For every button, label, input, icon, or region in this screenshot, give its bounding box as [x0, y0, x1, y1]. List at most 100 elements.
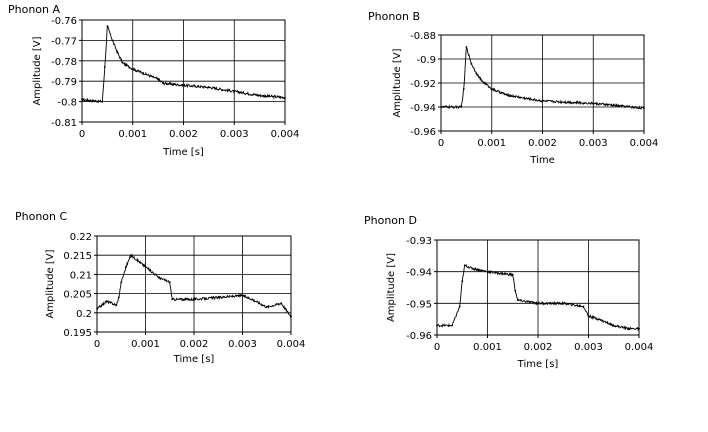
data-point [617, 104, 620, 107]
x-tick-label: 0.004 [277, 339, 306, 350]
data-point [96, 308, 98, 310]
data-point [514, 289, 517, 292]
data-point [480, 79, 483, 82]
y-tick-label: 0.21 [70, 270, 92, 281]
data-point [440, 106, 442, 108]
x-tick-label: 0.003 [220, 129, 249, 140]
data-point [115, 304, 118, 306]
data-point [471, 267, 474, 270]
y-tick-label: -0.94 [410, 103, 436, 114]
y-tick-label: 0.2 [76, 309, 92, 320]
data-point [101, 100, 104, 103]
data-point [486, 270, 489, 273]
x-axis-label: Time [s] [162, 147, 204, 158]
x-tick-label: 0 [438, 138, 444, 149]
y-tick-label: -0.96 [406, 331, 432, 342]
data-point [193, 298, 195, 301]
x-tick-label: 0 [94, 339, 100, 350]
y-tick-label: -0.88 [410, 31, 436, 42]
y-tick-label: -0.8 [57, 98, 77, 109]
x-tick-label: 0.004 [625, 342, 654, 353]
data-point [116, 51, 119, 54]
data-point [105, 300, 108, 303]
data-point [638, 327, 640, 330]
x-axis-label: Time [s] [173, 354, 215, 365]
data-point [171, 298, 174, 301]
y-axis-label: Amplitude [V] [386, 253, 397, 322]
data-point [643, 107, 645, 110]
data-point [130, 254, 132, 257]
data-point [241, 294, 244, 297]
y-tick-label: -0.92 [410, 79, 436, 90]
y-tick-label: -0.78 [51, 57, 77, 68]
data-point [121, 61, 124, 64]
chart-panel-1: Phonon A 0 0.001 0.002 0.003 0.004 -0.76 -0.77 -… [8, 3, 299, 158]
data-point [233, 90, 236, 93]
data-point [587, 315, 590, 317]
data-point [290, 315, 292, 318]
x-tick-label: 0.002 [169, 129, 198, 140]
x-axis-label: Time [s] [517, 359, 559, 370]
data-point [284, 96, 286, 99]
data-point [162, 82, 165, 85]
data-point [251, 298, 254, 301]
data-point [462, 88, 465, 90]
chart-title: Phonon C [15, 210, 68, 223]
y-tick-label: -0.76 [51, 16, 77, 27]
y-tick-label: -0.81 [51, 118, 77, 129]
data-point [628, 327, 630, 330]
y-tick-label: 0.205 [63, 290, 92, 301]
data-point [111, 39, 114, 42]
chart-title: Phonon D [364, 214, 417, 227]
chart-panel-3: Phonon C 0 0.001 0.002 0.003 0.004 0.22 0.215 0.… [15, 210, 305, 365]
y-tick-label: -0.93 [406, 236, 432, 247]
data-point [475, 72, 478, 75]
data-point [562, 302, 565, 305]
data-point [463, 264, 466, 267]
data-point [280, 302, 283, 305]
data-point [182, 84, 185, 87]
data-point [103, 66, 106, 68]
x-tick-label: 0.001 [473, 342, 502, 353]
y-axis-label: Amplitude [V] [45, 249, 56, 318]
data-point [106, 25, 109, 27]
data-point [526, 97, 529, 100]
data-point [597, 318, 600, 321]
y-tick-label: -0.95 [406, 299, 432, 310]
x-tick-label: 0.004 [630, 138, 659, 149]
data-point [567, 101, 569, 104]
chart-title: Phonon B [368, 10, 420, 23]
data-point [506, 94, 508, 96]
chart-panel-4: Phonon D 0 0.001 0.002 0.003 0.004 -0.93 -0.94 -… [364, 214, 653, 370]
data-point [159, 277, 161, 280]
data-point [458, 305, 461, 308]
x-tick-label: 0 [79, 129, 85, 140]
x-tick-label: 0.001 [131, 339, 160, 350]
y-axis-label: Amplitude [V] [392, 48, 403, 117]
data-point [461, 280, 464, 283]
x-tick-label: 0.001 [477, 138, 506, 149]
data-point [117, 296, 120, 299]
data-point [168, 281, 171, 283]
data-point [582, 305, 585, 308]
data-point [516, 299, 519, 302]
data-point [470, 62, 473, 65]
x-tick-label: 0.001 [118, 129, 147, 140]
data-point [612, 324, 615, 327]
x-tick-label: 0.002 [180, 339, 209, 350]
x-tick-label: 0.004 [271, 129, 300, 140]
data-point [208, 86, 210, 89]
y-tick-label: -0.9 [416, 55, 436, 66]
data-point [465, 46, 468, 48]
y-tick-label: -0.79 [51, 77, 77, 88]
data-point [537, 302, 539, 305]
data-point [217, 296, 220, 299]
data-point [436, 324, 438, 327]
data-point [125, 265, 127, 268]
y-axis-label: Amplitude [V] [32, 36, 43, 105]
x-tick-label: 0.002 [528, 138, 557, 149]
y-tick-label: 0.22 [70, 232, 92, 243]
x-tick-label: 0.003 [574, 342, 603, 353]
data-point [157, 78, 160, 81]
